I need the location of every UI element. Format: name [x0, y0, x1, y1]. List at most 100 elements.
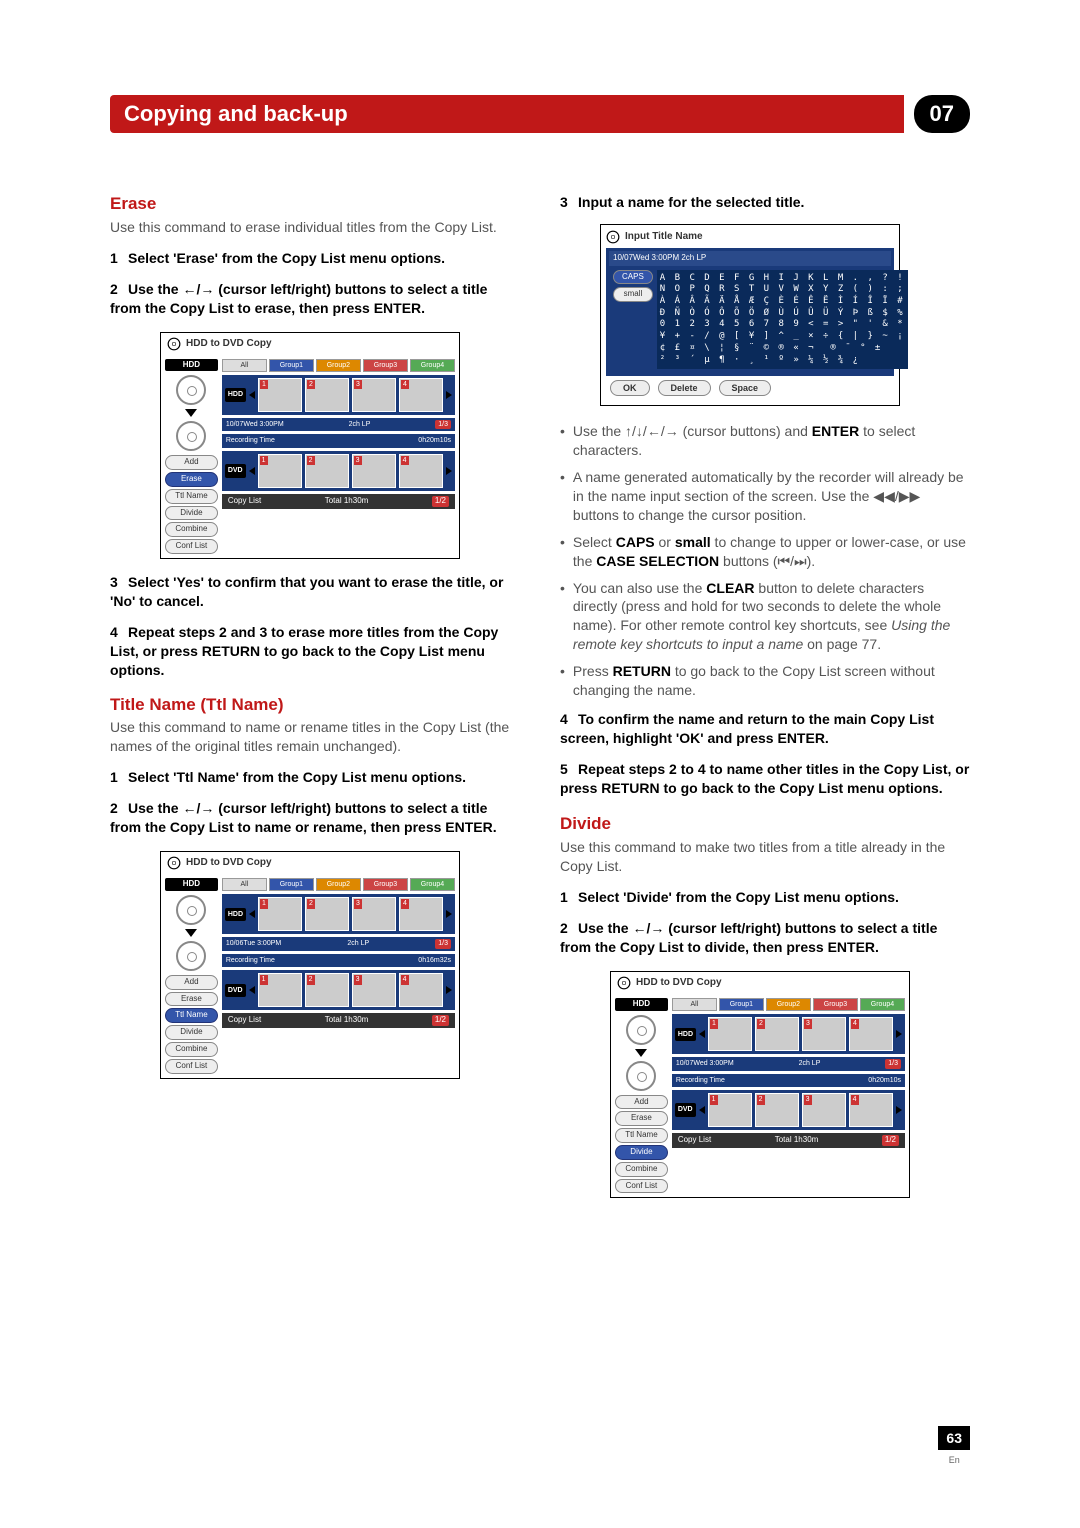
ss1-page-top: 1/3 [435, 420, 451, 429]
hdd-thumb-4[interactable]: 4 [399, 378, 443, 412]
dvd-thumb-4[interactable]: 4 [399, 973, 443, 1007]
erase-step4-text: Repeat steps 2 and 3 to erase more title… [110, 624, 498, 678]
nav-left-icon[interactable] [249, 467, 255, 475]
erase-step1-text: Select 'Erase' from the Copy List menu o… [128, 250, 445, 266]
nav-left-icon[interactable] [249, 986, 255, 994]
tab-group2[interactable]: Group2 [316, 878, 361, 891]
menu-conflist[interactable]: Conf List [165, 1059, 218, 1074]
b3c: buttons (⏮/⏭). [719, 553, 815, 569]
hdd-thumb-1[interactable]: 1 [708, 1017, 752, 1051]
tab-all[interactable]: All [222, 359, 267, 372]
caps-button[interactable]: CAPS [613, 270, 653, 285]
hdd-thumb-3[interactable]: 3 [802, 1017, 846, 1051]
tab-group3[interactable]: Group3 [363, 878, 408, 891]
menu-erase[interactable]: Erase [615, 1111, 668, 1126]
char-row-5[interactable]: 0 1 2 3 4 5 6 7 8 9 < = > " ' & * [660, 319, 905, 329]
b1b: (cursor buttons) and [679, 423, 812, 439]
dvd-thumb-1[interactable]: 1 [258, 454, 302, 488]
dvd-thumb-2[interactable]: 2 [755, 1093, 799, 1127]
menu-divide[interactable]: Divide [165, 1025, 218, 1040]
b4a: You can also use the [573, 580, 706, 596]
tab-group3[interactable]: Group3 [813, 998, 858, 1011]
char-row-3[interactable]: À Á Â Ã Ä Å Æ Ç È É Ê Ë Ì Í Î Ï # [660, 296, 905, 306]
sti-info: 10/07Wed 3:00PM 2ch LP [609, 251, 891, 266]
menu-add[interactable]: Add [615, 1095, 668, 1110]
nav-left-icon[interactable] [699, 1030, 705, 1038]
hdd-thumb-4[interactable]: 4 [849, 1017, 893, 1051]
menu-ttlname[interactable]: Ttl Name [165, 489, 218, 504]
dvd-thumb-2[interactable]: 2 [305, 454, 349, 488]
space-button[interactable]: Space [719, 380, 772, 396]
menu-divide[interactable]: Divide [615, 1145, 668, 1160]
dvd-thumb-4[interactable]: 4 [849, 1093, 893, 1127]
tab-group4[interactable]: Group4 [410, 878, 455, 891]
hdd-badge: HDD [165, 359, 218, 372]
menu-combine[interactable]: Combine [165, 1042, 218, 1057]
nav-right-icon[interactable] [896, 1030, 902, 1038]
menu-add[interactable]: Add [165, 975, 218, 990]
nav-right-icon[interactable] [446, 910, 452, 918]
menu-erase[interactable]: Erase [165, 992, 218, 1007]
tab-group1[interactable]: Group1 [269, 359, 314, 372]
ttl-step1: 1Select 'Ttl Name' from the Copy List me… [110, 768, 520, 787]
hdd-thumb-2[interactable]: 2 [305, 897, 349, 931]
menu-ttlname[interactable]: Ttl Name [165, 1008, 218, 1023]
hdd-thumb-1[interactable]: 1 [258, 378, 302, 412]
char-row-4[interactable]: Ð Ñ Ò Ó Ô Õ Ö Ø Ù Ú Û Ü Ý Þ ß $ % [660, 308, 905, 318]
hdd-thumb-2[interactable]: 2 [755, 1017, 799, 1051]
tab-group4[interactable]: Group4 [860, 998, 905, 1011]
tab-group3[interactable]: Group3 [363, 359, 408, 372]
tab-group1[interactable]: Group1 [269, 878, 314, 891]
dvd-thumb-1[interactable]: 1 [258, 973, 302, 1007]
nav-left-icon[interactable] [249, 391, 255, 399]
tab-group2[interactable]: Group2 [766, 998, 811, 1011]
row-hdd-label: HDD [225, 388, 246, 401]
dvd-thumb-3[interactable]: 3 [802, 1093, 846, 1127]
tab-all[interactable]: All [672, 998, 717, 1011]
char-row-7[interactable]: ¢ £ ¤ \ ¦ § ¨ © ® « ¬ ­ ® ¯ ° ± [660, 343, 883, 353]
hdd-thumb-4[interactable]: 4 [399, 897, 443, 931]
char-row-2[interactable]: N O P Q R S T U V W X Y Z ( ) : ; [660, 284, 905, 294]
tab-group2[interactable]: Group2 [316, 359, 361, 372]
char-row-8[interactable]: ² ³ ´ µ ¶ · ¸ ¹ º » ¼ ½ ¾ ¿ [660, 355, 860, 365]
ss1-info-bar: 10/07Wed 3:00PM 2ch LP 1/3 [222, 418, 455, 431]
dvd-thumb-2[interactable]: 2 [305, 973, 349, 1007]
ss3-info-bar: 10/07Wed 3:00PM 2ch LP 1/3 [672, 1057, 905, 1070]
dvd-thumb-3[interactable]: 3 [352, 454, 396, 488]
chapter-title: Copying and back-up [110, 95, 904, 133]
small-button[interactable]: small [613, 287, 653, 302]
tab-group4[interactable]: Group4 [410, 359, 455, 372]
dvd-thumb-3[interactable]: 3 [352, 973, 396, 1007]
hdd-thumb-1[interactable]: 1 [258, 897, 302, 931]
nav-right-icon[interactable] [446, 391, 452, 399]
menu-erase[interactable]: Erase [165, 472, 218, 487]
disc-icon [606, 230, 620, 244]
tab-all[interactable]: All [222, 878, 267, 891]
ss3-rec-time: 0h20m10s [868, 1076, 901, 1085]
menu-divide[interactable]: Divide [165, 506, 218, 521]
nav-right-icon[interactable] [896, 1106, 902, 1114]
menu-ttlname[interactable]: Ttl Name [615, 1128, 668, 1143]
group-tabs: All Group1 Group2 Group3 Group4 [672, 998, 905, 1011]
dvd-thumb-4[interactable]: 4 [399, 454, 443, 488]
hdd-thumb-3[interactable]: 3 [352, 378, 396, 412]
menu-add[interactable]: Add [165, 455, 218, 470]
character-grid[interactable]: A B C D E F G H I J K L M . , ? ! N O P … [657, 270, 908, 370]
nav-right-icon[interactable] [446, 467, 452, 475]
nav-right-icon[interactable] [446, 986, 452, 994]
dvd-thumb-1[interactable]: 1 [708, 1093, 752, 1127]
char-row-1[interactable]: A B C D E F G H I J K L M . , ? ! [660, 273, 905, 283]
nav-left-icon[interactable] [699, 1106, 705, 1114]
menu-combine[interactable]: Combine [165, 522, 218, 537]
ok-button[interactable]: OK [610, 380, 650, 396]
hdd-thumb-2[interactable]: 2 [305, 378, 349, 412]
nav-left-icon[interactable] [249, 910, 255, 918]
ss1-ch: 2ch LP [349, 420, 371, 429]
menu-conflist[interactable]: Conf List [615, 1179, 668, 1194]
menu-combine[interactable]: Combine [615, 1162, 668, 1177]
hdd-thumb-3[interactable]: 3 [352, 897, 396, 931]
tab-group1[interactable]: Group1 [719, 998, 764, 1011]
char-row-6[interactable]: ¥ + - / @ [ ¥ ] ^ _ × ÷ { | } ~ ¡ [660, 331, 905, 341]
menu-conflist[interactable]: Conf List [165, 539, 218, 554]
delete-button[interactable]: Delete [658, 380, 711, 396]
